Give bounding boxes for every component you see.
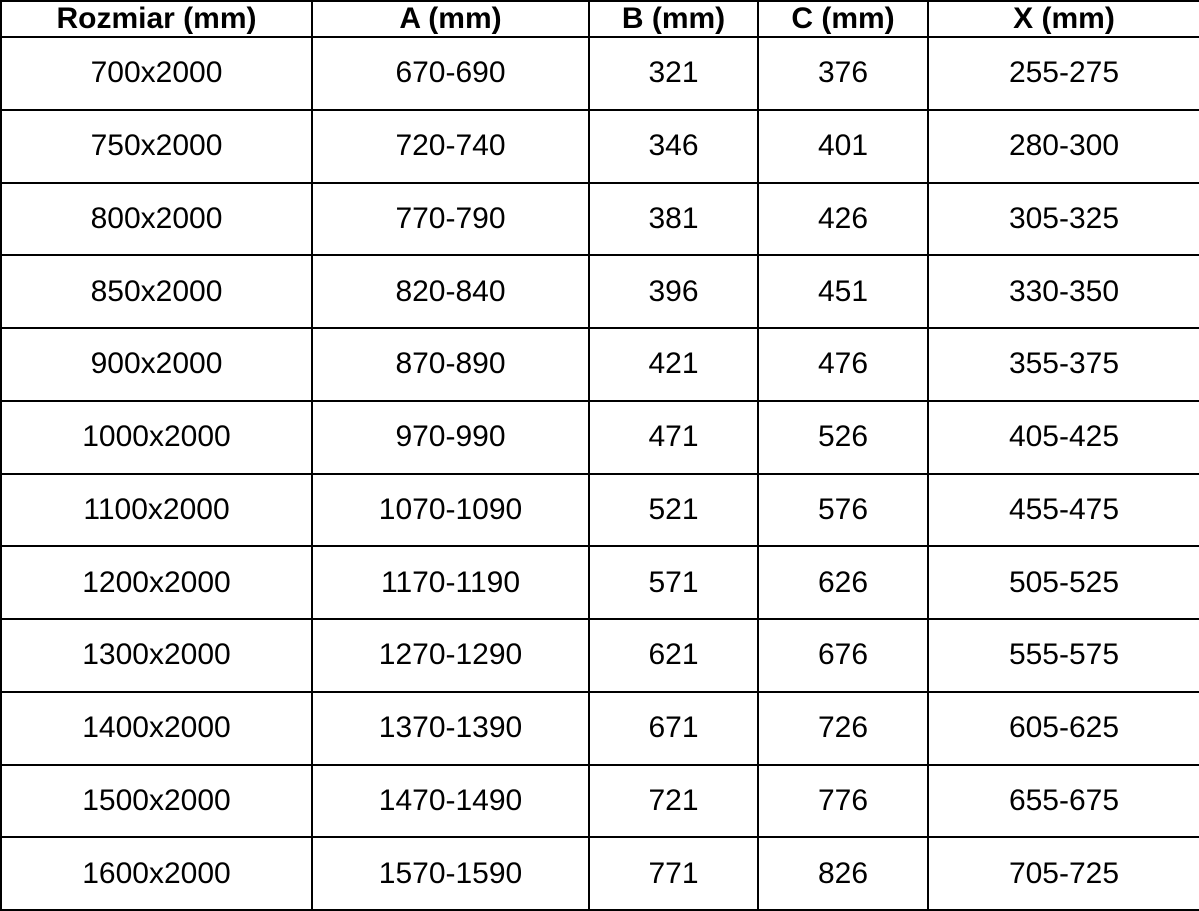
table-cell: 721 <box>588 763 759 839</box>
table-cell: 655-675 <box>927 763 1199 839</box>
table-cell: 1470-1490 <box>311 763 590 839</box>
table-header: Rozmiar (mm) A (mm) B (mm) C (mm) X (mm) <box>0 0 1199 38</box>
table-row: 900x2000 870-890 421 476 355-375 <box>0 327 1199 402</box>
table-cell: 451 <box>757 254 929 329</box>
table-cell: 900x2000 <box>0 327 313 402</box>
table-cell: 1370-1390 <box>311 690 590 766</box>
table-cell: 526 <box>757 399 929 475</box>
table-cell: 576 <box>757 472 929 548</box>
table-cell: 670-690 <box>311 36 590 111</box>
table-row: 1100x2000 1070-1090 521 576 455-475 <box>0 472 1199 548</box>
table-cell: 455-475 <box>927 472 1199 548</box>
table-cell: 280-300 <box>927 108 1199 184</box>
table-cell: 800x2000 <box>0 181 313 257</box>
table-cell: 705-725 <box>927 836 1199 911</box>
table-cell: 305-325 <box>927 181 1199 257</box>
table-cell: 1000x2000 <box>0 399 313 475</box>
table-row: 700x2000 670-690 321 376 255-275 <box>0 36 1199 111</box>
table-cell: 396 <box>588 254 759 329</box>
table-cell: 970-990 <box>311 399 590 475</box>
table-cell: 405-425 <box>927 399 1199 475</box>
table-cell: 820-840 <box>311 254 590 329</box>
table-cell: 471 <box>588 399 759 475</box>
table-cell: 426 <box>757 181 929 257</box>
table-cell: 401 <box>757 108 929 184</box>
column-header-x: X (mm) <box>927 0 1199 38</box>
table-cell: 1300x2000 <box>0 618 313 693</box>
table-cell: 1400x2000 <box>0 690 313 766</box>
table-cell: 346 <box>588 108 759 184</box>
table-cell: 376 <box>757 36 929 111</box>
table-row: 1600x2000 1570-1590 771 826 705-725 <box>0 836 1199 911</box>
table-row: 850x2000 820-840 396 451 330-350 <box>0 254 1199 329</box>
header-row: Rozmiar (mm) A (mm) B (mm) C (mm) X (mm) <box>0 0 1199 38</box>
table-cell: 776 <box>757 763 929 839</box>
table-cell: 850x2000 <box>0 254 313 329</box>
table-cell: 700x2000 <box>0 36 313 111</box>
column-header-b: B (mm) <box>588 0 759 38</box>
table-cell: 1270-1290 <box>311 618 590 693</box>
table-cell: 555-575 <box>927 618 1199 693</box>
table-cell: 476 <box>757 327 929 402</box>
table-cell: 521 <box>588 472 759 548</box>
table-row: 1300x2000 1270-1290 621 676 555-575 <box>0 618 1199 693</box>
table-cell: 330-350 <box>927 254 1199 329</box>
table-cell: 355-375 <box>927 327 1199 402</box>
table-cell: 1500x2000 <box>0 763 313 839</box>
table-cell: 571 <box>588 545 759 620</box>
table-row: 1500x2000 1470-1490 721 776 655-675 <box>0 763 1199 839</box>
table-cell: 1600x2000 <box>0 836 313 911</box>
table-cell: 826 <box>757 836 929 911</box>
table-cell: 1570-1590 <box>311 836 590 911</box>
table-cell: 505-525 <box>927 545 1199 620</box>
table-cell: 605-625 <box>927 690 1199 766</box>
table-row: 1000x2000 970-990 471 526 405-425 <box>0 399 1199 475</box>
table-cell: 726 <box>757 690 929 766</box>
table-cell: 676 <box>757 618 929 693</box>
table-cell: 626 <box>757 545 929 620</box>
table-body: 700x2000 670-690 321 376 255-275 750x2000 720-… <box>0 36 1199 911</box>
table-row: 1400x2000 1370-1390 671 726 605-625 <box>0 690 1199 766</box>
table-cell: 770-790 <box>311 181 590 257</box>
table-cell: 621 <box>588 618 759 693</box>
table-cell: 1070-1090 <box>311 472 590 548</box>
table-cell: 720-740 <box>311 108 590 184</box>
table-row: 1200x2000 1170-1190 571 626 505-525 <box>0 545 1199 620</box>
table-row: 750x2000 720-740 346 401 280-300 <box>0 108 1199 184</box>
table-cell: 1170-1190 <box>311 545 590 620</box>
table-cell: 1200x2000 <box>0 545 313 620</box>
column-header-rozmiar: Rozmiar (mm) <box>0 0 313 38</box>
table-cell: 381 <box>588 181 759 257</box>
table-cell: 1100x2000 <box>0 472 313 548</box>
column-header-a: A (mm) <box>311 0 590 38</box>
table-cell: 321 <box>588 36 759 111</box>
table-cell: 750x2000 <box>0 108 313 184</box>
table-row: 800x2000 770-790 381 426 305-325 <box>0 181 1199 257</box>
table-cell: 421 <box>588 327 759 402</box>
table-cell: 671 <box>588 690 759 766</box>
table-cell: 255-275 <box>927 36 1199 111</box>
table-cell: 870-890 <box>311 327 590 402</box>
table-cell: 771 <box>588 836 759 911</box>
column-header-c: C (mm) <box>757 0 929 38</box>
